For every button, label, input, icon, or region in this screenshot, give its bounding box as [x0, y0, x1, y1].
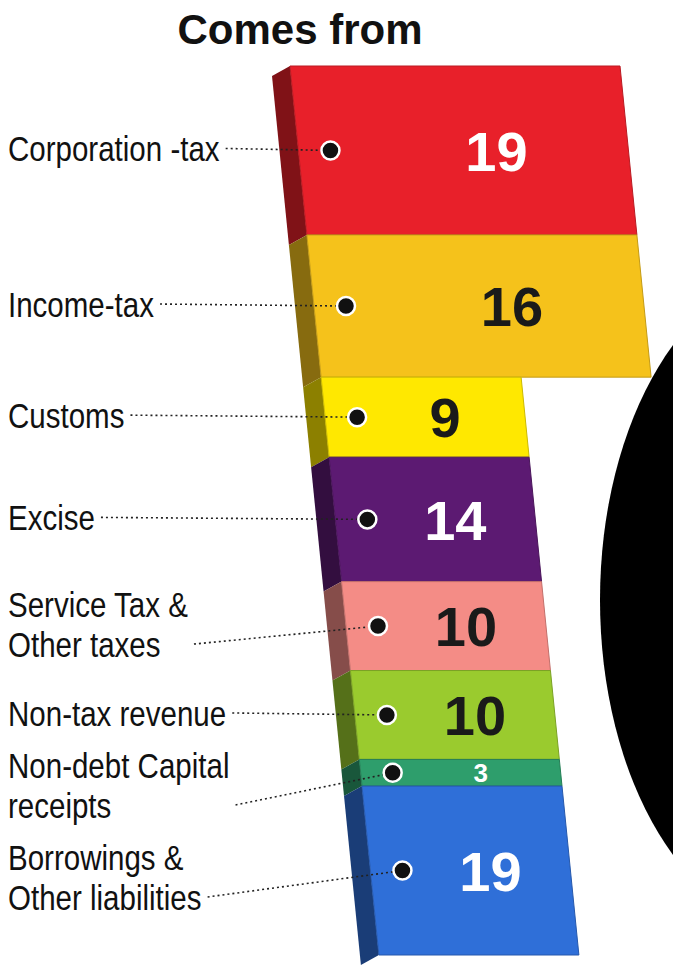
category-line: Customs — [8, 395, 124, 435]
leader-line — [236, 773, 393, 805]
category-line: Other taxes — [8, 624, 161, 664]
segment — [272, 66, 637, 245]
data-label: 19 — [465, 120, 527, 183]
category-line: Other liabilities — [8, 877, 202, 917]
category-line: Income-tax — [8, 284, 154, 324]
leader-line — [130, 415, 357, 417]
leader-line — [232, 713, 387, 715]
leader-dot — [393, 862, 411, 880]
segment-face — [290, 66, 637, 235]
data-label: 16 — [481, 275, 543, 338]
leader-line — [160, 304, 346, 306]
marks — [272, 66, 651, 965]
leader-line — [208, 871, 403, 897]
segment-face — [362, 786, 579, 955]
category-line: Excise — [8, 498, 95, 538]
category-label: Customs — [8, 395, 124, 435]
category-label: Excise — [8, 498, 95, 538]
segment — [311, 457, 541, 591]
leader-dot — [348, 408, 366, 426]
segment-face — [329, 457, 541, 581]
category-line: Corporation -tax — [8, 129, 220, 169]
leader-dot — [369, 617, 387, 635]
category-label: Service Tax &Other taxes — [8, 584, 188, 664]
segment-face — [350, 671, 559, 760]
segment-face — [307, 235, 651, 377]
category-line: Non-tax revenue — [8, 693, 226, 733]
category-line: Borrowings & — [8, 837, 184, 877]
data-label: 14 — [424, 489, 486, 552]
category-label: Borrowings &Other liabilities — [8, 837, 202, 917]
title: Comes from — [177, 6, 422, 53]
chart: Comes from 19 16 9 14 10 10 3 19 Corporation -tax… — [0, 0, 673, 975]
category-line: receipts — [8, 785, 111, 825]
data-label: 10 — [435, 595, 497, 658]
leader-dot — [384, 764, 402, 782]
segment-face — [359, 759, 562, 786]
category-line: Service Tax & — [8, 584, 188, 624]
leader-dot — [321, 141, 339, 159]
segment-face — [321, 377, 529, 457]
leader-line — [194, 626, 378, 644]
data-label: 3 — [473, 758, 487, 788]
segment — [324, 582, 551, 681]
leader-line — [101, 517, 367, 519]
segment — [303, 377, 529, 467]
category-label: Income-tax — [8, 284, 154, 324]
leader-line — [226, 148, 331, 150]
leader-dot — [358, 510, 376, 528]
data-label: 19 — [459, 840, 521, 903]
segment — [289, 235, 651, 387]
data-label: 10 — [444, 684, 506, 747]
data-label: 9 — [430, 386, 461, 449]
category-label: Corporation -tax — [8, 129, 220, 169]
category-label: Non-tax revenue — [8, 693, 226, 733]
leader-dot — [337, 297, 355, 315]
segment — [344, 786, 579, 965]
segment — [332, 671, 559, 770]
segment-face — [342, 582, 551, 671]
category-line: Non-debt Capital — [8, 745, 229, 785]
leader-dot — [378, 706, 396, 724]
category-label: Non-debt Capitalreceipts — [8, 745, 229, 825]
labels: 19 16 9 14 10 10 3 19 Corporation -tax Income-tax… — [8, 120, 543, 918]
